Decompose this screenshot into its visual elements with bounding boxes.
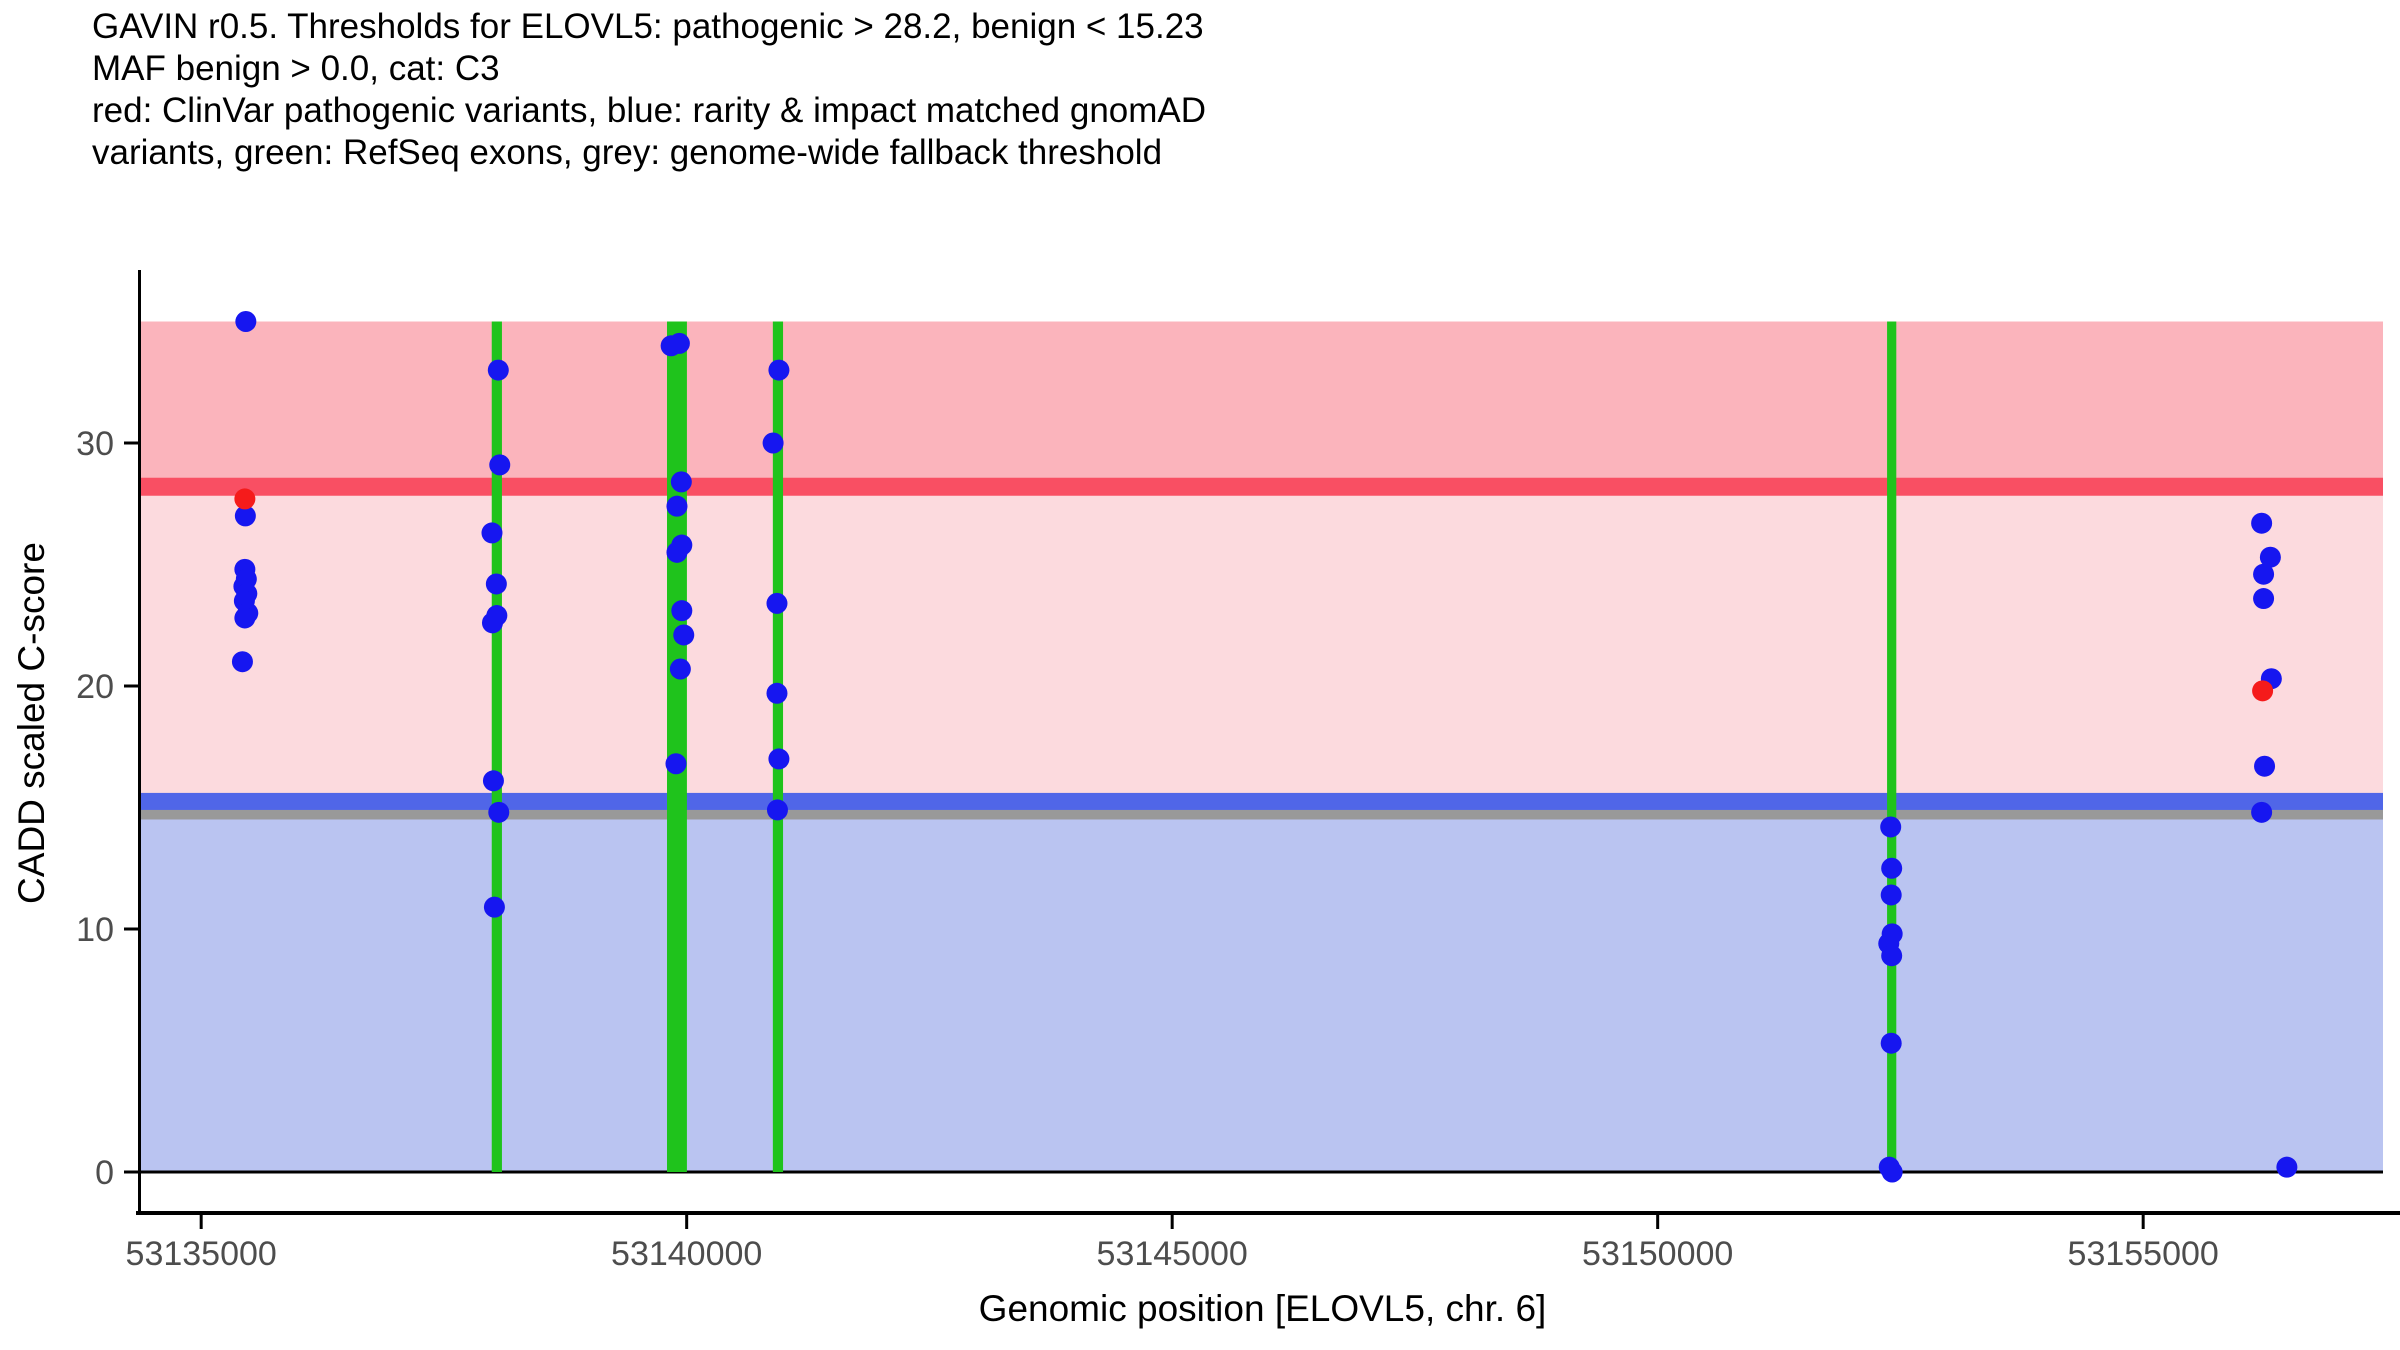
data-point-gnomad [766,682,788,704]
y-tick-label: 10 [76,911,114,949]
data-point-gnomad [235,311,257,332]
data-point-gnomad [1880,1032,1902,1054]
data-point-gnomad [2253,563,2275,585]
data-point-gnomad [671,600,693,622]
data-point-gnomad [766,592,788,614]
data-point-gnomad [766,799,788,821]
x-tick-label: 53155000 [2068,1235,2219,1273]
threshold-band-pathogenic [140,321,2383,487]
y-tick [124,441,138,445]
y-tick [124,684,138,688]
data-point-gnomad [1880,884,1902,906]
y-tick-label: 30 [76,425,114,463]
data-point-gnomad [2253,588,2275,610]
y-axis-line [138,270,141,1213]
data-point-gnomad [673,624,695,646]
data-point-gnomad [488,801,510,823]
pathogenic-threshold-line [140,477,2383,496]
data-point-gnomad [2251,801,2273,823]
x-axis-title: Genomic position [ELOVL5, chr. 6] [978,1288,1547,1329]
data-point-gnomad [489,454,511,476]
y-tick-label: 0 [95,1154,114,1192]
data-point-gnomad [485,573,507,595]
data-point-gnomad [1881,1161,1903,1183]
data-point-gnomad [768,748,790,770]
benign-threshold-line [140,792,2383,810]
data-point-gnomad [483,896,505,918]
exon-line [667,321,687,1172]
data-point-gnomad [665,753,687,775]
x-tick [1170,1215,1174,1229]
x-tick-label: 53150000 [1582,1235,1733,1273]
chart-title: GAVIN r0.5. Thresholds for ELOVL5: patho… [92,6,1206,174]
data-point-gnomad [2276,1156,2298,1178]
data-point-gnomad [666,541,688,563]
threshold-band-intermediate [140,486,2383,802]
data-point-gnomad [668,332,690,354]
exon-line [772,321,784,1172]
x-tick [685,1215,689,1229]
chart-title-line-3: red: ClinVar pathogenic variants, blue: … [92,91,1207,130]
data-point-gnomad [481,522,503,544]
data-point-gnomad [768,359,790,381]
data-point-gnomad [762,432,784,454]
data-point-gnomad [670,471,692,493]
data-point-gnomad [2254,755,2276,777]
y-tick [124,927,138,931]
data-point-gnomad [487,359,509,381]
data-point-gnomad [1881,945,1903,967]
data-point-gnomad [1881,857,1903,879]
chart-title-line-2: MAF benign > 0.0, cat: C3 [92,49,500,88]
chart-title-line-1: GAVIN r0.5. Thresholds for ELOVL5: patho… [92,7,1204,46]
data-point-clinvar-pathogenic [2252,680,2274,702]
y-axis-title: CADD scaled C-score [11,542,52,904]
exon-line [491,321,502,1172]
data-point-gnomad [481,612,503,634]
data-point-gnomad [231,651,253,673]
x-tick-label: 53135000 [126,1235,277,1273]
data-point-gnomad [2251,512,2273,534]
data-point-gnomad [2259,546,2281,568]
data-point-gnomad [1880,816,1902,838]
x-tick [199,1215,203,1229]
x-tick-label: 53140000 [611,1235,762,1273]
threshold-band-benign [140,801,2383,1172]
x-tick [2141,1215,2145,1229]
x-tick-label: 53145000 [1097,1235,1248,1273]
data-point-gnomad [234,607,256,629]
exon-line [1887,321,1897,1172]
data-point-gnomad [669,658,691,680]
y-tick [124,1170,138,1174]
data-point-gnomad [482,770,504,792]
y-tick-label: 20 [76,668,114,706]
chart-title-line-4: variants, green: RefSeq exons, grey: gen… [92,133,1163,172]
data-point-gnomad [234,505,256,527]
data-point-gnomad [666,495,688,517]
x-axis-line [136,1211,2400,1215]
data-point-clinvar-pathogenic [234,488,256,510]
zero-line [140,1170,2383,1174]
x-tick [1656,1215,1660,1229]
